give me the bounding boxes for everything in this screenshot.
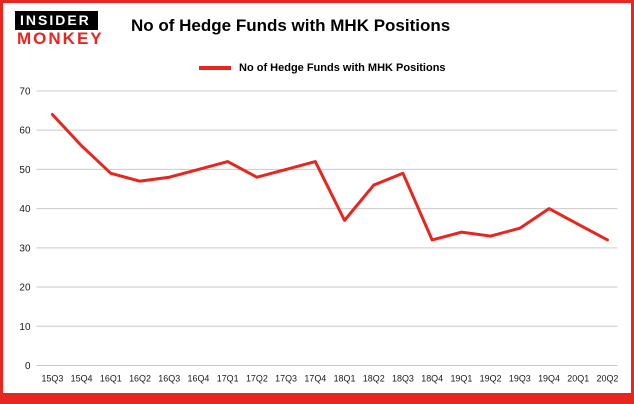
- x-axis-tick-label: 17Q4: [304, 373, 326, 383]
- data-series-line: [50, 112, 609, 242]
- page-title: No of Hedge Funds with MHK Positions: [131, 16, 451, 35]
- insider-monkey-logo: INSIDER MONKEY: [15, 11, 104, 48]
- x-axis-tick-label: 15Q3: [41, 373, 63, 383]
- y-axis-tick-label: 50: [19, 165, 31, 176]
- x-axis-tick-label: 18Q4: [421, 373, 443, 383]
- x-axis-tick-label: 18Q3: [392, 373, 414, 383]
- bottom-accent-bar: [3, 393, 631, 401]
- x-axis-tick-label: 16Q3: [158, 373, 180, 383]
- x-axis-tick-label: 17Q2: [246, 373, 268, 383]
- x-axis-tick-label: 16Q4: [188, 373, 210, 383]
- x-axis-tick-label: 19Q3: [509, 373, 531, 383]
- y-axis-tick-label: 0: [25, 361, 31, 372]
- legend-label: No of Hedge Funds with MHK Positions: [239, 61, 446, 74]
- x-axis-tick-label: 19Q4: [538, 373, 560, 383]
- x-axis-tick-label: 17Q1: [217, 373, 239, 383]
- x-axis-tick-label: 20Q1: [567, 373, 589, 383]
- legend-line-swatch: [199, 65, 231, 70]
- y-axis-tick-label: 60: [19, 125, 31, 136]
- y-axis-tick-label: 20: [19, 282, 31, 293]
- x-axis-tick-label: 19Q1: [450, 373, 472, 383]
- y-axis-tick-label: 10: [19, 321, 31, 332]
- x-axis-tick-label: 18Q1: [334, 373, 356, 383]
- x-axis-tick-label: 19Q2: [480, 373, 502, 383]
- legend: No of Hedge Funds with MHK Positions: [199, 61, 631, 75]
- x-axis-tick-label: 20Q2: [597, 373, 619, 383]
- y-axis-tick-label: 70: [19, 86, 31, 97]
- line-chart: 0 10 20 30 40 50 60 70 15Q3 15Q4 16Q1 16Q2 16Q3 16Q4 1…: [19, 86, 619, 383]
- y-axis-tick-label: 40: [19, 204, 31, 215]
- x-axis-tick-label: 15Q4: [71, 373, 93, 383]
- header: INSIDER MONKEY No of Hedge Funds with MH…: [3, 3, 631, 55]
- y-axis-tick-label: 30: [19, 243, 31, 254]
- logo-insider-text: INSIDER: [15, 11, 98, 30]
- logo-monkey-text: MONKEY: [17, 28, 104, 48]
- x-axis-tick-label: 16Q2: [129, 373, 151, 383]
- x-axis-tick-label: 18Q2: [363, 373, 385, 383]
- x-axis-tick-label: 17Q3: [275, 373, 297, 383]
- x-axis-tick-label: 16Q1: [100, 373, 122, 383]
